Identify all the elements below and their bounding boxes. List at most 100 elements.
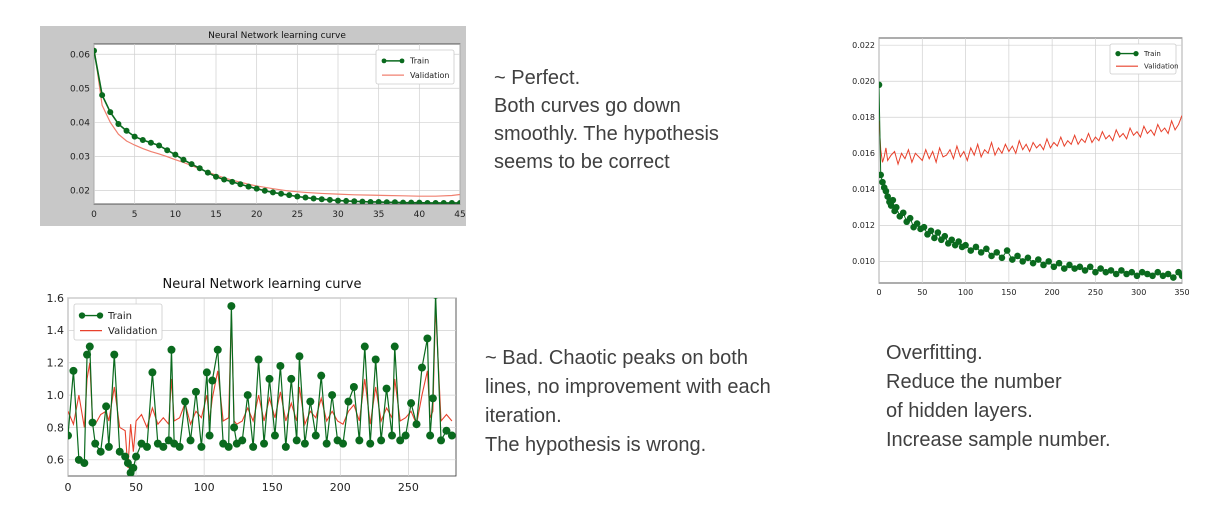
perfect-caption-line: ~ Perfect.: [494, 67, 581, 89]
legend-train-marker: [96, 312, 104, 319]
y-tick-label: 1.0: [47, 389, 65, 402]
train-data-point: [1034, 256, 1042, 263]
train-data-point: [167, 345, 176, 354]
y-tick-label: 1.2: [47, 357, 65, 370]
train-data-point: [1170, 274, 1177, 281]
train-data-point: [318, 196, 325, 203]
train-data-point: [213, 345, 222, 354]
train-data-point: [972, 243, 980, 251]
train-data-point: [344, 397, 353, 406]
train-data-point: [383, 199, 390, 204]
train-data-point: [287, 374, 296, 383]
overfitting-caption-line: Overfitting.: [886, 342, 983, 364]
train-data-point: [278, 190, 285, 197]
train-data-point: [390, 342, 399, 351]
train-data-point: [123, 127, 130, 134]
train-data-point: [1159, 272, 1167, 280]
train-data-point: [388, 431, 397, 440]
train-data-point: [426, 431, 435, 440]
train-data-point: [1154, 268, 1162, 276]
train-data-point: [249, 442, 258, 451]
train-data-point: [260, 439, 269, 448]
train-data-point: [311, 431, 320, 440]
legend-train-marker: [78, 312, 86, 319]
train-data-point: [68, 431, 72, 440]
train-data-point: [906, 214, 914, 222]
train-data-point: [448, 199, 455, 204]
train-data-point: [879, 81, 883, 89]
train-data-point: [1081, 267, 1089, 274]
train-data-point: [457, 199, 460, 204]
train-data-point: [349, 383, 358, 391]
train-data-point: [328, 391, 337, 400]
legend: Train Validation: [1109, 43, 1179, 75]
train-data-point: [292, 436, 301, 445]
train-data-point: [927, 227, 935, 235]
x-tick-label: 200: [1045, 288, 1060, 297]
train-data-point: [998, 254, 1006, 262]
train-data-point: [306, 397, 315, 406]
train-data-point: [889, 196, 897, 204]
train-data-point: [375, 198, 382, 204]
train-data-point: [188, 161, 195, 168]
train-data-point: [281, 442, 290, 451]
train-data-point: [1092, 268, 1099, 276]
train-data-point: [254, 355, 263, 364]
train-data-point: [91, 439, 100, 448]
legend-validation-label: Validation: [410, 71, 450, 80]
train-data-point: [1133, 272, 1141, 280]
y-tick-label: 0.014: [852, 185, 875, 194]
train-data-point: [955, 238, 962, 245]
train-data-point: [993, 249, 1001, 256]
x-tick-label: 40: [414, 210, 426, 220]
x-tick-label: 0: [876, 288, 881, 297]
train-data-point: [326, 196, 333, 203]
series-group: [68, 298, 456, 476]
train-data-point: [172, 151, 179, 158]
y-tick-label: 1.4: [47, 324, 65, 337]
train-data-point: [343, 197, 350, 204]
y-tick-label: 0.018: [852, 113, 875, 122]
bad-caption-line: The hypothesis is wrong.: [485, 434, 707, 456]
train-data-point: [899, 209, 907, 217]
train-data-point: [988, 252, 995, 260]
train-data-point: [156, 142, 163, 149]
train-data-point: [310, 195, 317, 202]
train-data-point: [191, 387, 200, 396]
bad-learning-curve-chart: 0 50 100 150 200 250 0.6 0.8 1.0 1.2 1.4 1.6 Neural …: [47, 277, 457, 494]
train-data-point: [322, 439, 331, 448]
legend-train-marker: [1133, 50, 1139, 57]
x-tick-label: 100: [958, 288, 973, 297]
train-data-point: [221, 176, 228, 183]
train-data-point: [148, 368, 157, 377]
bad-learning-curve-panel: 0 50 100 150 200 250 0.6 0.8 1.0 1.2 1.4 1.6 Neural …: [26, 270, 466, 500]
bad-caption-line: iteration.: [485, 405, 562, 427]
train-data-point: [1178, 272, 1182, 280]
x-tick-label: 20: [251, 210, 263, 220]
train-data-point: [432, 199, 439, 204]
train-data-point: [1118, 267, 1125, 274]
train-data-point: [115, 121, 122, 127]
y-tick-label: 0.022: [852, 41, 875, 50]
train-data-point: [983, 245, 990, 253]
perfect-learning-curve-chart: 0 5 10 15 20 25 30 35 40 45 0.02 0.03 0.04 0.05 0.06 Ne…: [70, 31, 466, 220]
train-data-point: [401, 431, 410, 440]
train-data-point: [416, 199, 423, 204]
x-tick-label: 0: [65, 481, 72, 494]
train-data-point: [1071, 265, 1078, 272]
train-data-point: [243, 391, 252, 400]
x-tick-label: 150: [262, 481, 283, 494]
train-data-point: [1019, 258, 1027, 265]
train-data-point: [269, 189, 276, 196]
train-data-point: [270, 431, 279, 440]
train-data-point: [1164, 270, 1172, 278]
legend-train-label: Train: [107, 311, 132, 322]
y-tick-label: 0.05: [70, 84, 90, 94]
train-data-point: [934, 229, 942, 236]
train-data-point: [412, 420, 421, 429]
train-data-point: [335, 197, 341, 204]
train-data-point: [88, 418, 97, 427]
train-data-point: [1123, 270, 1130, 278]
legend-train-marker: [1115, 50, 1121, 57]
train-data-point: [962, 241, 969, 249]
